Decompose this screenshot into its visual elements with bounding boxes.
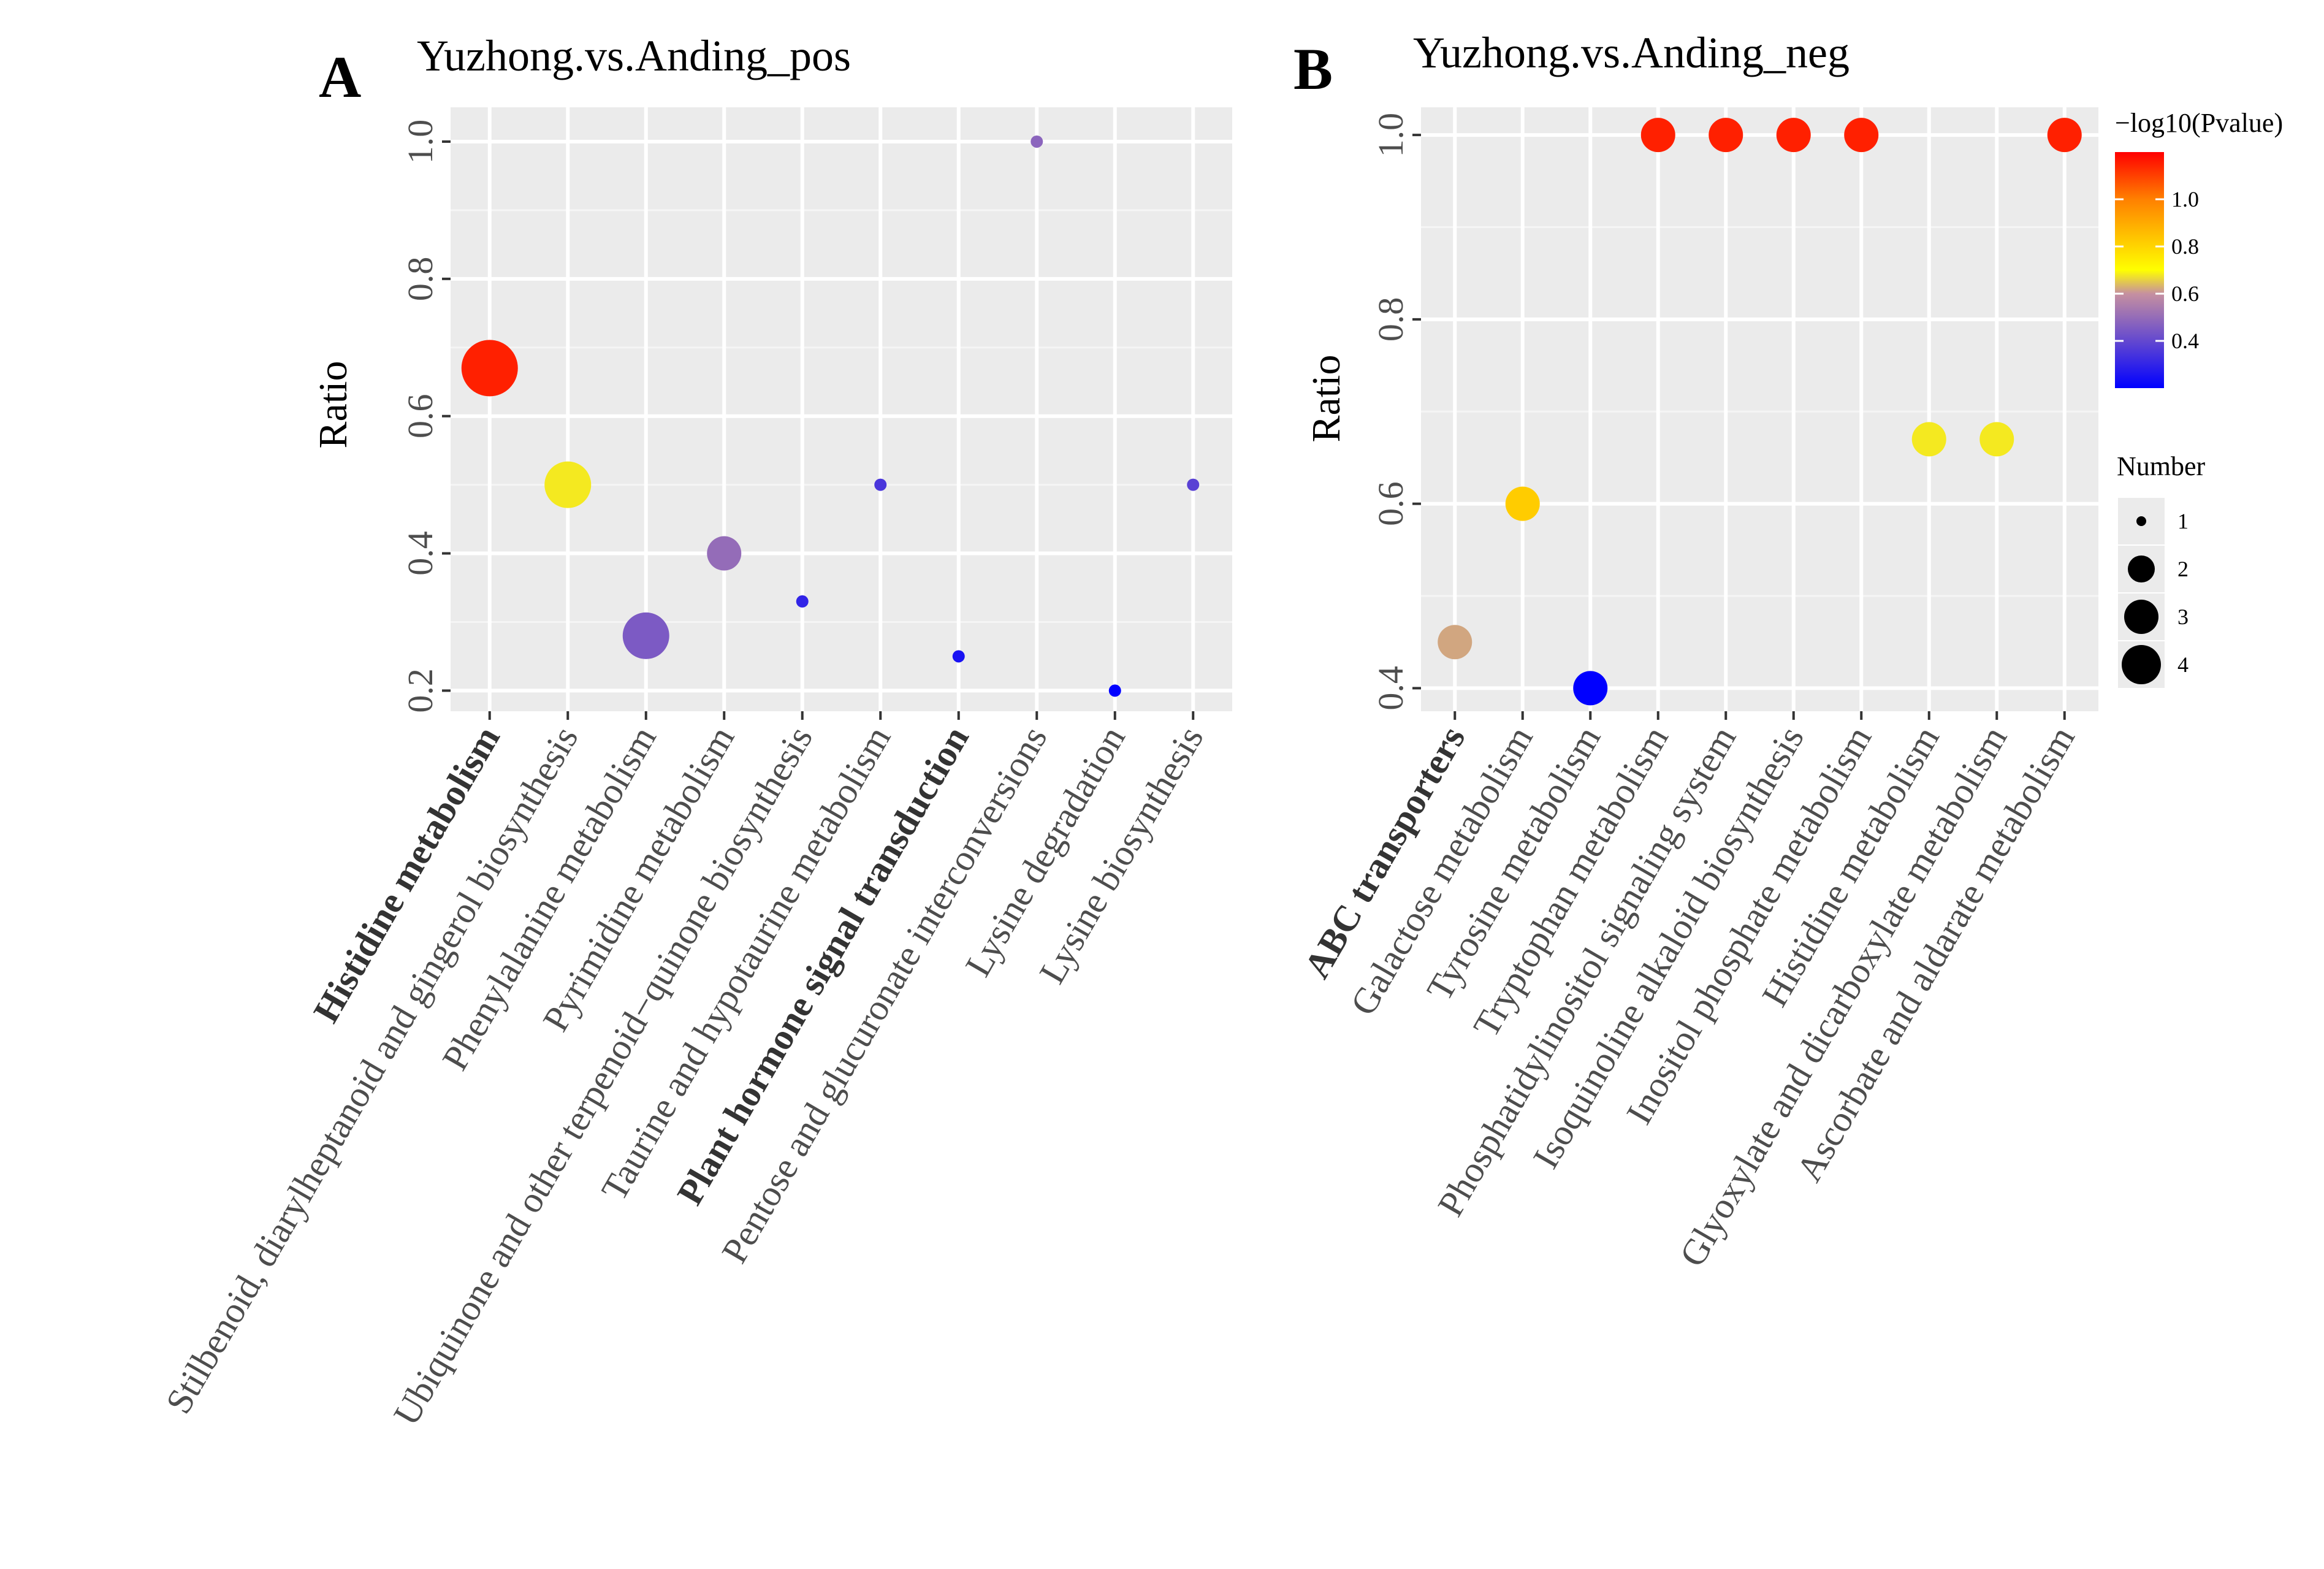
- data-point: [1187, 478, 1200, 491]
- data-point: [1573, 671, 1608, 706]
- size-key-dot: [2136, 516, 2146, 526]
- panel-b-title: Yuzhong.vs.Anding_neg: [1413, 28, 1850, 77]
- legend-size-title: Number: [2117, 451, 2206, 481]
- data-point: [1031, 135, 1043, 148]
- size-key-label: 1: [2177, 509, 2189, 533]
- y-tick-label: 0.6: [1371, 481, 1411, 526]
- legend-colorbar: [2115, 152, 2164, 388]
- size-key-label: 3: [2177, 605, 2189, 629]
- y-tick-label: 0.6: [400, 394, 440, 438]
- data-point: [544, 461, 592, 508]
- data-point: [1108, 684, 1121, 697]
- y-tick-label: 1.0: [400, 120, 440, 164]
- panel-b-grid: [1421, 107, 2098, 711]
- y-tick-label: 1.0: [1371, 113, 1411, 158]
- y-tick-label: 0.8: [400, 257, 440, 302]
- y-tick-label: 0.2: [400, 668, 440, 713]
- panel-a-letter: A: [319, 44, 361, 110]
- legend-color-title: −log10(Pvalue): [2115, 108, 2283, 138]
- data-point: [1709, 118, 1743, 153]
- data-point: [1438, 625, 1473, 660]
- panel-a-y-axis: 0.2 0.4 0.6 0.8 1.0: [400, 120, 451, 713]
- panel-a-grid: [451, 107, 1232, 711]
- colorbar-tick-label: 1.0: [2171, 187, 2199, 212]
- colorbar-tick-label: 0.8: [2171, 234, 2199, 259]
- y-tick-label: 0.4: [1371, 666, 1411, 711]
- panel-b-points: [1438, 118, 2082, 706]
- colorbar-tick-label: 0.6: [2171, 281, 2199, 306]
- panel-b-y-label: Ratio: [1304, 355, 1349, 443]
- data-point: [1776, 118, 1811, 153]
- panel-b-letter: B: [1293, 36, 1333, 102]
- size-key-label: 4: [2177, 652, 2189, 677]
- panel-a-points: [461, 135, 1200, 697]
- data-point: [796, 595, 809, 608]
- data-point: [707, 536, 742, 571]
- size-key-dot: [2122, 645, 2161, 684]
- legend-size-keys: 1 2 3 4: [2118, 498, 2189, 688]
- legend-colorbar-ticks: 1.0 0.8 0.6 0.4: [2115, 187, 2199, 353]
- panel-b-plot-area: [1421, 107, 2098, 711]
- data-point: [1979, 422, 2014, 457]
- panel-b: B Yuzhong.vs.Anding_neg 0.4 0.6 0.8 1.0 ABC…: [1293, 28, 2098, 1273]
- data-point: [461, 340, 518, 397]
- data-point: [1911, 422, 1946, 457]
- legend: −log10(Pvalue) 1.0 0.8 0.6 0.4 Number 1 2 3 4: [2115, 108, 2283, 688]
- data-point: [622, 612, 669, 659]
- y-tick-label: 0.4: [400, 531, 440, 576]
- panel-a-title: Yuzhong.vs.Anding_pos: [417, 31, 851, 80]
- size-key-dot: [2124, 600, 2158, 634]
- panel-a-plot-area: [451, 107, 1232, 711]
- y-tick-label: 0.8: [1371, 297, 1411, 342]
- panel-a: A Yuzhong.vs.Anding_pos 0.20.40.60.81.0 …: [158, 31, 1232, 1432]
- data-point: [952, 650, 965, 663]
- panel-b-y-axis: 0.4 0.6 0.8 1.0: [1371, 113, 1421, 711]
- size-key-dot: [2128, 555, 2155, 582]
- data-point: [1844, 118, 1879, 153]
- data-point: [874, 478, 887, 491]
- data-point: [2047, 118, 2082, 153]
- data-point: [1505, 486, 1540, 521]
- colorbar-tick-label: 0.4: [2171, 329, 2199, 353]
- size-key-label: 2: [2177, 557, 2189, 581]
- panel-a-y-label: Ratio: [311, 361, 356, 449]
- data-point: [1640, 118, 1675, 153]
- x-tick-label: Stilbenoid, diarylheptanoid and gingerol…: [158, 720, 586, 1421]
